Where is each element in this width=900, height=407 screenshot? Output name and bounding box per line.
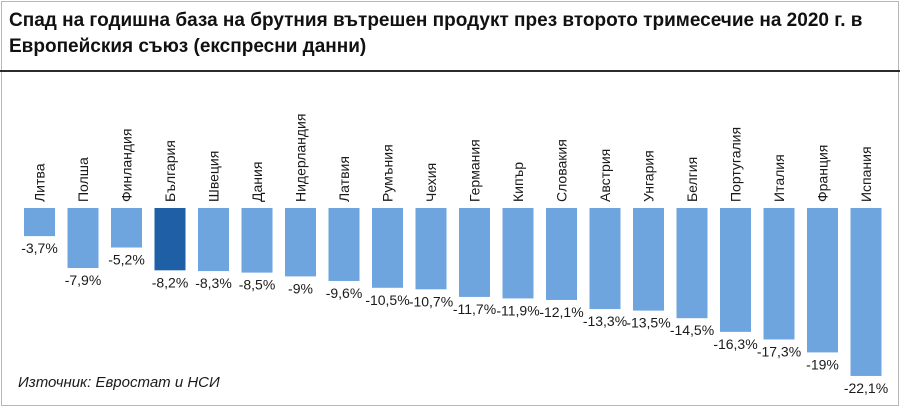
bar-1 [24, 208, 55, 237]
source-note: Източник: Евростат и НСИ [18, 374, 220, 391]
value-label: -19% [806, 356, 839, 372]
category-label: България [162, 140, 178, 202]
value-label: -16,3% [713, 336, 757, 352]
value-label: -5,2% [108, 252, 145, 268]
bar-13 [546, 208, 577, 300]
category-label: Франция [815, 145, 831, 202]
bar-7 [285, 208, 316, 277]
chart-title: Спад на годишна база на брутния вътрешен… [9, 10, 863, 57]
value-label: -11,7% [453, 301, 496, 317]
value-label: -8,3% [195, 275, 232, 291]
category-label: Дания [249, 162, 265, 202]
bar-12 [502, 208, 534, 299]
category-label: Швеция [206, 151, 222, 202]
value-label: -8,2% [152, 274, 189, 290]
category-label: Испания [858, 146, 874, 202]
category-label: Унгария [641, 150, 657, 202]
value-label: -17,3% [757, 343, 801, 359]
category-label: Португалия [728, 127, 744, 202]
bar-18 [763, 208, 795, 340]
bar-4 [154, 208, 186, 271]
category-label: Нидерландия [293, 114, 309, 202]
value-label: -12,1% [539, 304, 583, 320]
category-label: Кипър [510, 162, 526, 202]
category-label: Словакия [554, 139, 570, 202]
value-label: -10,7% [409, 293, 453, 309]
value-label: -22,1% [844, 380, 888, 396]
category-label: Литва [32, 163, 48, 202]
bar-2 [67, 208, 99, 269]
value-label: -3,7% [21, 240, 58, 256]
bar-16 [676, 208, 708, 319]
value-label: -13,5% [626, 315, 670, 331]
category-label: Германия [467, 139, 483, 202]
bar-8 [328, 208, 360, 281]
bar-6 [241, 208, 273, 273]
category-label: Чехия [423, 163, 439, 202]
value-label: -13,3% [583, 313, 627, 329]
category-label: Белгия [684, 157, 700, 202]
bar-19 [807, 208, 838, 353]
value-label: -10,5% [365, 292, 409, 308]
category-label: Австрия [597, 149, 613, 202]
bar-5 [198, 208, 229, 272]
category-label: Финландия [119, 129, 135, 202]
value-label: -9,6% [326, 285, 363, 301]
bar-11 [459, 208, 490, 297]
category-label: Полша [75, 157, 91, 202]
value-label: -14,5% [670, 322, 714, 338]
title-divider [0, 70, 900, 72]
bar-chart: Литва -3,7% Полша -7,9% Финландия -5,2% Българ… [21, 114, 888, 396]
bar-9 [372, 208, 403, 288]
category-label: Латвия [336, 156, 352, 202]
bar-10 [415, 208, 447, 290]
category-label: Италия [771, 154, 787, 202]
category-label: Румъния [380, 144, 396, 202]
value-label: -8,5% [239, 277, 276, 293]
value-label: -9% [288, 280, 313, 296]
bar-14 [589, 208, 621, 310]
value-label: -7,9% [65, 272, 102, 288]
bar-3 [111, 208, 142, 248]
bar-15 [633, 208, 664, 311]
bar-17 [720, 208, 751, 332]
bar-20 [850, 208, 882, 376]
value-label: -11,9% [496, 302, 539, 318]
